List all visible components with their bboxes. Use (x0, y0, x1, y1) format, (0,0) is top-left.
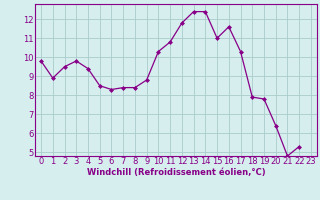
X-axis label: Windchill (Refroidissement éolien,°C): Windchill (Refroidissement éolien,°C) (87, 168, 265, 177)
